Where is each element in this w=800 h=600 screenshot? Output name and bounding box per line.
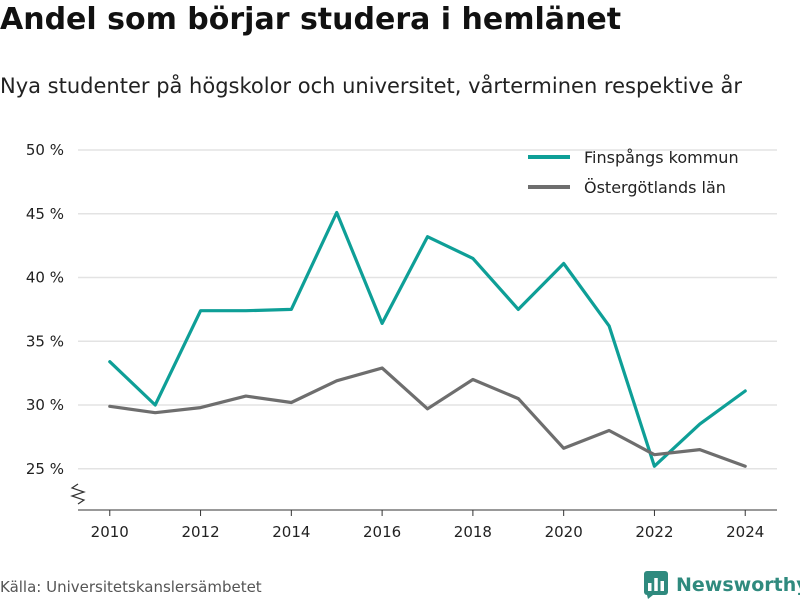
- y-tick-label: 50 %: [26, 141, 64, 159]
- y-tick-label: 40 %: [26, 269, 64, 287]
- chart-title: Andel som börjar studera i hemlänet: [0, 2, 622, 37]
- x-tick-label: 2024: [726, 523, 764, 541]
- grid-lines: [78, 149, 777, 470]
- brand-logo[interactable]: Newsworthy: [644, 570, 800, 600]
- y-tick-label: 35 %: [26, 332, 64, 350]
- x-tick-label: 2016: [363, 523, 401, 541]
- series-lines: [108, 210, 747, 468]
- x-tick-label: 2020: [545, 523, 583, 541]
- series-line-0: [108, 210, 747, 468]
- legend-label-1: Östergötlands län: [584, 178, 726, 197]
- bar-chart-icon: [644, 571, 668, 599]
- legend: Finspångs kommun Östergötlands län: [528, 148, 739, 197]
- x-tick-label: 2012: [181, 523, 219, 541]
- x-tick-label: 2010: [91, 523, 129, 541]
- zigzag-axis-break-icon: [70, 483, 86, 505]
- brand-name: Newsworthy: [676, 574, 800, 596]
- legend-label-0: Finspångs kommun: [584, 148, 739, 167]
- series-line-1: [108, 366, 747, 468]
- x-tick-label: 2014: [272, 523, 310, 541]
- axes: 25 % 30 % 35 % 40 % 45 % 50 % 2010 2012 2014 2016…: [26, 141, 777, 541]
- source-note: Källa: Universitetskanslersämbetet: [0, 578, 262, 596]
- y-tick-label: 25 %: [26, 460, 64, 478]
- y-tick-label: 45 %: [26, 205, 64, 223]
- chart-subtitle: Nya studenter på högskolor och universit…: [0, 74, 742, 98]
- x-tick-label: 2022: [635, 523, 673, 541]
- x-tick-label: 2018: [454, 523, 492, 541]
- y-tick-label: 30 %: [26, 396, 64, 414]
